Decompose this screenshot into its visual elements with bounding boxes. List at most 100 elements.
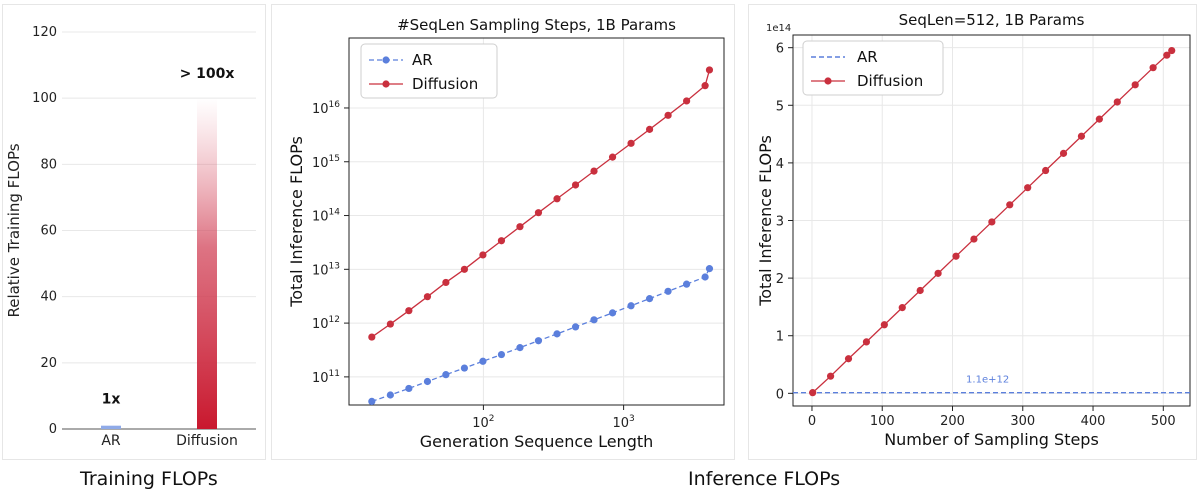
- steps-title: SeqLen=512, 1B Params: [899, 11, 1085, 29]
- training-bar-label: 1x: [102, 392, 121, 408]
- seqlen-y-axis-title: Total Inference FLOPs: [287, 136, 306, 308]
- seqlen-point-ar: [405, 384, 413, 393]
- training-bar-ar: [101, 425, 121, 429]
- training-ytick-label: 120: [32, 25, 57, 40]
- steps-point-diffusion: [952, 252, 960, 260]
- training-y-axis-title: Relative Training FLOPs: [5, 143, 23, 317]
- training-ytick-label: 40: [40, 290, 57, 305]
- seqlen-point-ar: [516, 344, 524, 352]
- seqlen-x-axis-title: Generation Sequence Length: [420, 432, 654, 451]
- steps-point-diffusion: [1006, 201, 1014, 209]
- steps-legend-label: Diffusion: [857, 72, 923, 90]
- seqlen-point-ar: [683, 280, 691, 288]
- steps-legend: AR Diffusion: [802, 40, 944, 96]
- seqlen-xtick-label: 103: [612, 414, 634, 431]
- seqlen-point-ar: [571, 323, 580, 331]
- training-bar-diffusion: [197, 98, 217, 430]
- seqlen-point-diffusion: [571, 181, 580, 189]
- seqlen-point-ar: [645, 295, 654, 303]
- steps-point-diffusion: [970, 235, 978, 243]
- seqlen-point-diffusion: [534, 209, 543, 217]
- seqlen-point-diffusion: [664, 111, 672, 119]
- steps-y-axis-title: Total Inference FLOPs: [756, 135, 775, 307]
- seqlen-point-diffusion: [368, 333, 376, 341]
- seqlen-ytick-label: 1015: [312, 154, 340, 171]
- steps-point-diffusion: [844, 355, 853, 363]
- seqlen-point-ar: [701, 273, 709, 281]
- training-bar-label: > 100x: [180, 66, 235, 82]
- seqlen-point-ar: [497, 350, 506, 359]
- seqlen-panel: [271, 4, 735, 460]
- training-ytick-label: 80: [40, 157, 57, 172]
- seqlen-point-ar: [553, 330, 561, 338]
- seqlen-ytick-label: 1012: [312, 315, 340, 332]
- seqlen-ytick-label: 1014: [312, 208, 340, 225]
- training-xtick-label: Diffusion: [176, 433, 238, 449]
- seqlen-ytick-label: 1016: [312, 100, 340, 117]
- steps-axis-multiplier: 1e14: [766, 23, 791, 34]
- seqlen-point-ar: [608, 309, 617, 317]
- steps-point-diffusion: [880, 321, 888, 329]
- training-ytick-label: 100: [32, 91, 57, 106]
- steps-ytick-label: 4: [776, 157, 784, 172]
- seqlen-point-diffusion: [423, 293, 432, 301]
- steps-point-diffusion: [898, 304, 906, 312]
- steps-ar-annotation: 1.1e+12: [966, 375, 1009, 386]
- steps-point-diffusion: [1168, 46, 1176, 55]
- steps-point-diffusion: [1024, 184, 1032, 192]
- seqlen-title: #SeqLen Sampling Steps, 1B Params: [397, 16, 676, 34]
- seqlen-point-diffusion: [608, 153, 617, 161]
- steps-point-diffusion: [826, 372, 835, 380]
- steps-point-diffusion: [1077, 132, 1086, 140]
- steps-x-axis-title: Number of Sampling Steps: [884, 430, 1099, 449]
- steps-point-diffusion: [1149, 64, 1157, 72]
- steps-point-diffusion: [1059, 149, 1068, 157]
- steps-point-diffusion: [1131, 81, 1139, 89]
- steps-xtick-label: 400: [1081, 414, 1106, 429]
- seqlen-xtick-label: 102: [472, 414, 494, 431]
- seqlen-point-diffusion: [645, 125, 654, 133]
- steps-ytick-label: 0: [776, 387, 784, 402]
- steps-point-diffusion: [809, 389, 817, 397]
- steps-xtick-label: 200: [940, 414, 965, 429]
- steps-point-diffusion: [1042, 166, 1050, 175]
- steps-series-diffusion-line: [812, 50, 1173, 394]
- seqlen-legend: AR Diffusion: [360, 43, 498, 99]
- seqlen-point-diffusion: [705, 66, 714, 74]
- training-chart: 0 20 40 60 80 100 120 AR 1x Diffusion > 100x Relati…: [5, 25, 256, 449]
- seqlen-point-ar: [460, 364, 469, 372]
- seqlen-point-ar: [664, 287, 672, 295]
- training-xtick-label: AR: [101, 433, 121, 449]
- steps-point-diffusion: [1095, 115, 1103, 123]
- caption-training: Training FLOPs: [80, 468, 218, 490]
- training-ytick-label: 60: [40, 224, 57, 239]
- seqlen-point-ar: [368, 397, 376, 405]
- seqlen-legend-marker-diffusion: [382, 80, 390, 88]
- caption-inference: Inference FLOPs: [688, 468, 841, 490]
- seqlen-point-ar: [705, 265, 714, 273]
- steps-xtick-label: 300: [1010, 414, 1035, 429]
- seqlen-ytick-label: 1011: [312, 369, 340, 386]
- seqlen-point-ar: [534, 337, 543, 345]
- steps-point-diffusion: [862, 338, 871, 346]
- steps-xtick-label: 100: [870, 414, 895, 429]
- seqlen-chart: 102 103 1011 1012 1013 1014 1015 1016 #SeqLen Sa…: [287, 16, 725, 451]
- seqlen-point-diffusion: [405, 307, 413, 315]
- seqlen-point-diffusion: [553, 195, 561, 203]
- seqlen-ytick-label: 1013: [312, 261, 340, 278]
- seqlen-point-ar: [479, 357, 487, 365]
- seqlen-point-diffusion: [479, 251, 487, 259]
- seqlen-series-diffusion-line: [371, 69, 711, 338]
- seqlen-point-ar: [423, 377, 432, 386]
- training-ytick-label: 20: [40, 356, 57, 371]
- steps-chart: 0 100 200 300 400 500 0 1 2 3 4 5 6 1e14 1.1e+12 SeqLen…: [756, 11, 1191, 449]
- seqlen-point-diffusion: [683, 97, 691, 105]
- steps-point-diffusion: [1113, 98, 1121, 106]
- seqlen-point-diffusion: [627, 139, 635, 147]
- seqlen-point-diffusion: [442, 278, 450, 287]
- seqlen-point-ar: [386, 391, 394, 399]
- seqlen-legend-marker-ar: [382, 56, 390, 64]
- steps-ytick-label: 6: [776, 42, 784, 57]
- steps-xtick-label: 500: [1151, 414, 1176, 429]
- seqlen-point-ar: [442, 371, 450, 379]
